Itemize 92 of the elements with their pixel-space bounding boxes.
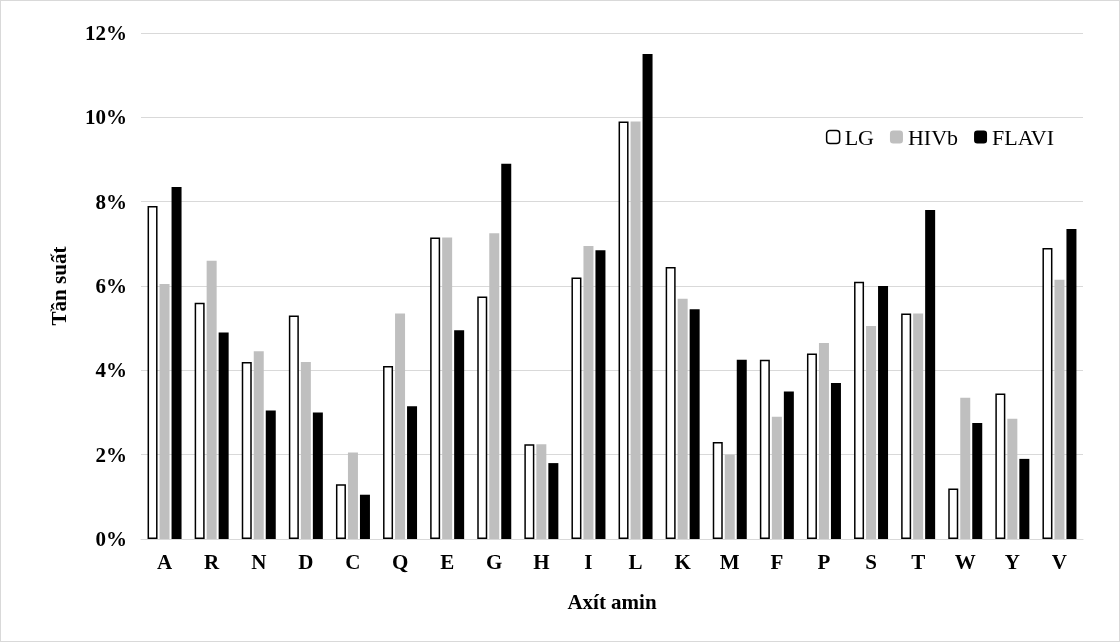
bar	[300, 361, 311, 539]
bar	[901, 313, 912, 539]
x-tick-label: R	[204, 549, 221, 574]
bar	[477, 296, 488, 539]
x-tick-label: S	[865, 549, 877, 574]
x-tick-label: A	[156, 549, 173, 574]
bar	[147, 205, 158, 539]
y-tick-label: 4%	[95, 358, 127, 383]
x-tick-label: E	[440, 549, 455, 574]
bar	[407, 406, 418, 539]
bar	[171, 186, 182, 539]
bar	[430, 237, 441, 539]
bar	[454, 330, 465, 539]
bar	[736, 359, 747, 539]
x-tick-label: I	[584, 549, 593, 574]
bar	[489, 233, 500, 539]
bar	[759, 359, 770, 539]
bar	[288, 315, 299, 539]
bar	[806, 353, 817, 539]
x-tick-label: P	[817, 549, 831, 574]
bar	[395, 313, 406, 539]
bar	[972, 423, 983, 539]
y-tick-label: 12%	[85, 21, 127, 45]
bar	[159, 283, 170, 539]
bar	[241, 361, 252, 539]
x-tick-label: Y	[1004, 549, 1020, 574]
x-tick-label: C	[345, 549, 361, 574]
bar	[194, 302, 205, 539]
legend-label: HIVb	[907, 124, 959, 150]
x-tick-label: K	[674, 549, 692, 574]
x-tick-label: D	[298, 549, 314, 574]
bar	[383, 366, 394, 539]
bar	[866, 326, 877, 539]
bar	[501, 163, 512, 539]
bar	[583, 245, 594, 539]
y-tick-label: 0%	[95, 527, 127, 551]
bar	[689, 309, 700, 539]
bar	[712, 442, 723, 539]
bar	[548, 463, 559, 539]
y-tick-label: 10%	[85, 105, 127, 130]
bar	[1007, 418, 1018, 539]
bar	[771, 416, 782, 539]
x-tick-label: W	[954, 549, 976, 574]
bar	[312, 412, 323, 539]
x-tick-label: G	[486, 549, 503, 574]
bar	[960, 397, 971, 539]
bar	[1066, 229, 1077, 539]
y-tick-label: 8%	[95, 189, 127, 214]
bar	[218, 332, 229, 539]
bar	[1054, 279, 1065, 539]
y-tick-label: 2%	[95, 442, 127, 467]
legend-label: LG	[844, 124, 875, 150]
bar	[818, 342, 829, 539]
x-tick-label: Q	[391, 549, 409, 574]
x-tick-label: L	[628, 549, 643, 574]
legend-label: FLAVI	[992, 124, 1055, 150]
bar	[206, 260, 217, 539]
bar	[265, 410, 276, 539]
bar	[642, 54, 653, 539]
bar	[830, 382, 841, 539]
bar	[878, 286, 889, 539]
x-tick-label: F	[770, 549, 784, 574]
bar	[948, 488, 959, 539]
bar	[1019, 458, 1030, 539]
y-axis-title: Tần suất	[46, 246, 71, 326]
bar	[524, 444, 535, 539]
x-tick-label: V	[1051, 549, 1068, 574]
bar	[442, 237, 453, 539]
bar	[913, 313, 924, 539]
bar	[253, 351, 264, 539]
bar	[665, 267, 676, 539]
bar	[925, 210, 936, 539]
x-tick-label: N	[251, 549, 267, 574]
bar	[630, 121, 641, 539]
bar	[677, 298, 688, 539]
x-axis-title: Axít amin	[567, 589, 657, 614]
x-tick-label: M	[719, 549, 740, 574]
x-tick-label: H	[533, 549, 550, 574]
bar	[618, 121, 629, 539]
x-tick-label: T	[911, 549, 926, 574]
bar	[536, 444, 547, 539]
bar	[595, 250, 606, 539]
bar	[724, 454, 735, 539]
bar	[783, 391, 794, 539]
bar	[571, 277, 582, 539]
y-tick-label: 6%	[95, 274, 127, 298]
bar	[995, 393, 1006, 539]
bar	[1042, 248, 1053, 539]
bar	[854, 281, 865, 539]
bar	[359, 494, 370, 539]
bar	[347, 452, 358, 539]
bar	[335, 484, 346, 539]
